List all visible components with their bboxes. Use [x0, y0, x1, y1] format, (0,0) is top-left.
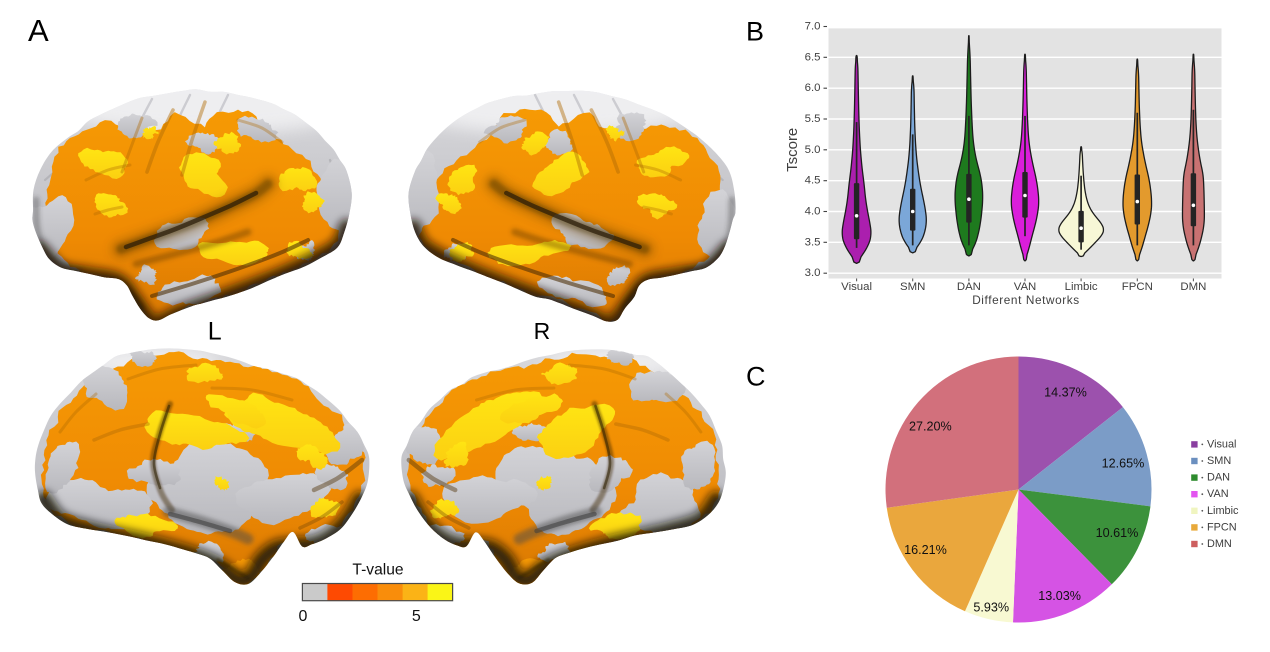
svg-text:VAN: VAN — [1014, 281, 1037, 293]
svg-text:R: R — [534, 318, 551, 344]
svg-text:T-value: T-value — [352, 561, 403, 578]
svg-text:27.20%: 27.20% — [909, 420, 952, 434]
svg-text:DAN: DAN — [1207, 472, 1230, 484]
svg-text:14.37%: 14.37% — [1044, 386, 1087, 400]
svg-text:SMN: SMN — [1207, 455, 1231, 467]
svg-text:FPCN: FPCN — [1207, 521, 1237, 533]
svg-text:VAN: VAN — [1207, 488, 1229, 500]
svg-text:DMN: DMN — [1180, 281, 1206, 293]
svg-text:5: 5 — [412, 608, 421, 625]
svg-text:DAN: DAN — [957, 281, 981, 293]
svg-text:4.0: 4.0 — [805, 206, 821, 218]
svg-text:16.21%: 16.21% — [904, 543, 947, 557]
svg-text:DMN: DMN — [1207, 538, 1232, 550]
svg-text:6.5: 6.5 — [805, 51, 821, 63]
svg-text:7.0: 7.0 — [805, 21, 821, 33]
svg-text:5.93%: 5.93% — [973, 600, 1009, 614]
svg-text:Visual: Visual — [1207, 438, 1236, 450]
svg-text:SMN: SMN — [900, 281, 925, 293]
svg-text:10.61%: 10.61% — [1096, 526, 1139, 540]
svg-text:C: C — [746, 361, 766, 391]
svg-text:5.5: 5.5 — [805, 113, 821, 125]
svg-text:6.0: 6.0 — [805, 82, 821, 94]
svg-text:5.0: 5.0 — [805, 144, 821, 156]
svg-text:A: A — [28, 13, 49, 48]
svg-text:B: B — [746, 16, 764, 46]
svg-text:Limbic: Limbic — [1207, 505, 1239, 517]
svg-text:13.03%: 13.03% — [1038, 589, 1081, 603]
svg-text:0: 0 — [299, 608, 308, 625]
svg-text:12.65%: 12.65% — [1102, 456, 1145, 470]
svg-text:Tscore: Tscore — [784, 128, 801, 172]
svg-text:Limbic: Limbic — [1065, 281, 1098, 293]
svg-text:Different Networks: Different Networks — [972, 293, 1080, 307]
svg-text:FPCN: FPCN — [1122, 281, 1153, 293]
svg-text:3.5: 3.5 — [805, 236, 821, 248]
svg-text:L: L — [208, 318, 222, 346]
svg-text:3.0: 3.0 — [805, 267, 821, 279]
svg-text:4.5: 4.5 — [805, 175, 821, 187]
svg-text:Visual: Visual — [841, 281, 872, 293]
